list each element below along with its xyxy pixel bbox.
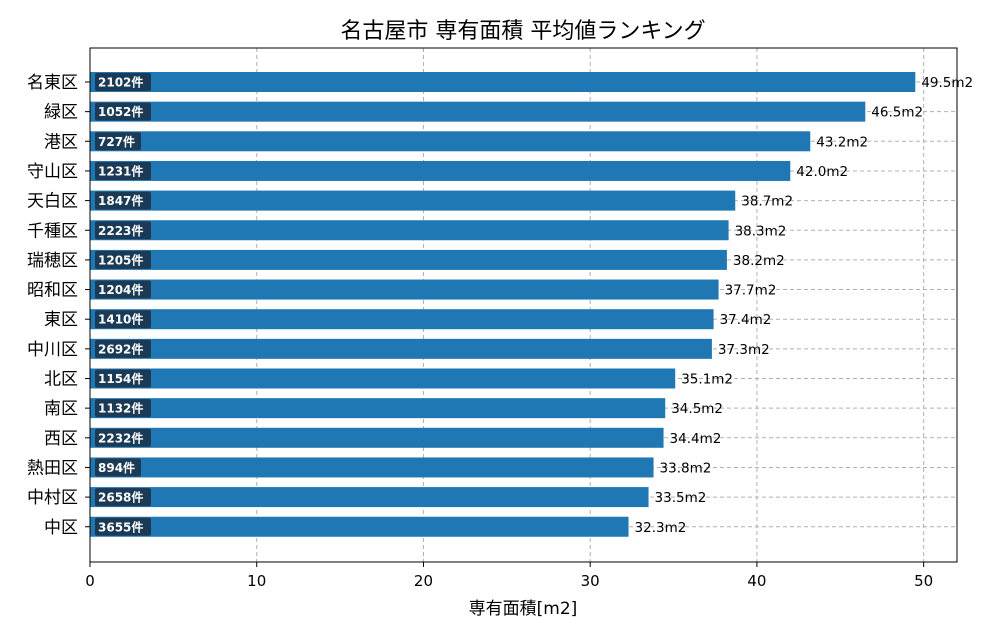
- data-labels: 2102件 49.5m2 1052件 46.5m2 727件 43.2m2 1231件 42.…: [95, 73, 973, 536]
- value-label: 35.1m2: [681, 372, 733, 388]
- value-label: 32.3m2: [635, 520, 687, 536]
- value-label: 37.7m2: [725, 283, 777, 299]
- value-label: 46.5m2: [871, 105, 923, 121]
- bar: [90, 516, 629, 537]
- count-label: 2692件: [98, 341, 143, 356]
- x-tick-label: 50: [914, 572, 933, 590]
- count-badge: [95, 458, 141, 477]
- count-badge: [95, 221, 151, 240]
- bar: [90, 279, 719, 300]
- category-label: 天白区: [27, 192, 78, 212]
- category-label: 北区: [44, 370, 78, 390]
- bar: [90, 487, 649, 508]
- x-tick-label: 0: [85, 572, 95, 590]
- bar: [90, 131, 811, 152]
- category-label: 守山区: [27, 162, 78, 182]
- count-label: 1052件: [98, 104, 143, 119]
- count-label: 1204件: [98, 282, 143, 297]
- x-tick-label: 40: [747, 572, 766, 590]
- count-label: 1154件: [98, 371, 143, 386]
- category-label: 名東区: [27, 73, 78, 93]
- value-label: 42.0m2: [796, 164, 848, 180]
- x-tick-label: 10: [247, 572, 266, 590]
- x-axis-label: 専有面積[m2]: [469, 599, 578, 619]
- category-label: 南区: [44, 399, 78, 419]
- bar: [90, 101, 866, 122]
- grid-lines: [90, 48, 957, 562]
- category-label: 東区: [44, 310, 78, 330]
- category-label: 中川区: [27, 340, 78, 360]
- x-tick-label: 30: [581, 572, 600, 590]
- count-badge: [95, 161, 151, 180]
- category-label: 千種区: [27, 221, 78, 241]
- count-label: 1132件: [98, 401, 143, 416]
- count-label: 2232件: [98, 430, 143, 445]
- bar: [90, 309, 714, 330]
- bar: [90, 457, 654, 478]
- value-label: 33.5m2: [655, 490, 707, 506]
- bar: [90, 160, 791, 181]
- count-badge: [95, 250, 151, 269]
- count-badge: [95, 102, 151, 121]
- category-label: 緑区: [44, 103, 78, 123]
- count-label: 1205件: [98, 252, 143, 267]
- value-label: 34.4m2: [670, 431, 722, 447]
- count-label: 727件: [98, 134, 135, 149]
- count-badge: [95, 191, 151, 210]
- category-label: 西区: [44, 429, 78, 449]
- value-label: 38.7m2: [741, 194, 793, 210]
- plot-frame: [89, 47, 958, 563]
- bar: [90, 220, 729, 241]
- count-label: 3655件: [98, 519, 143, 534]
- count-badge: [95, 428, 151, 447]
- value-label: 38.3m2: [735, 223, 787, 239]
- count-label: 1847件: [98, 193, 143, 208]
- bar: [90, 338, 712, 359]
- chart-title: 名古屋市 専有面積 平均値ランキング: [340, 19, 705, 44]
- value-label: 37.4m2: [720, 312, 772, 328]
- bars: [90, 72, 916, 537]
- category-label: 昭和区: [27, 281, 78, 301]
- count-badge: [95, 369, 151, 388]
- count-label: 2658件: [98, 490, 143, 505]
- value-label: 49.5m2: [921, 75, 973, 91]
- category-label: 熱田区: [27, 458, 78, 478]
- bar: [90, 427, 664, 448]
- count-badge: [95, 517, 151, 536]
- count-badge: [95, 399, 151, 418]
- value-label: 33.8m2: [660, 460, 712, 476]
- bar: [90, 190, 736, 211]
- value-label: 38.2m2: [733, 253, 785, 269]
- count-label: 2223件: [98, 223, 143, 238]
- bar: [90, 368, 676, 389]
- axis-ticks: 名東区緑区港区守山区天白区千種区瑞穂区昭和区東区中川区北区南区西区熱田区中村区中…: [27, 73, 933, 590]
- count-badge: [95, 280, 151, 299]
- category-label: 瑞穂区: [27, 251, 78, 271]
- count-badge: [95, 339, 151, 358]
- category-label: 中村区: [27, 488, 78, 508]
- x-tick-label: 20: [414, 572, 433, 590]
- bar: [90, 249, 727, 270]
- count-label: 894件: [98, 460, 135, 475]
- count-badge: [95, 310, 151, 329]
- value-label: 43.2m2: [816, 134, 868, 150]
- count-badge: [95, 488, 151, 507]
- count-badge: [95, 132, 141, 151]
- category-label: 中区: [44, 518, 78, 538]
- bar: [90, 398, 666, 419]
- value-label: 37.3m2: [718, 342, 770, 358]
- count-label: 1231件: [98, 163, 143, 178]
- bar: [90, 72, 916, 92]
- count-label: 2102件: [98, 75, 143, 90]
- category-label: 港区: [44, 132, 78, 152]
- count-label: 1410件: [98, 312, 143, 327]
- count-badge: [95, 73, 151, 91]
- value-label: 34.5m2: [671, 401, 723, 417]
